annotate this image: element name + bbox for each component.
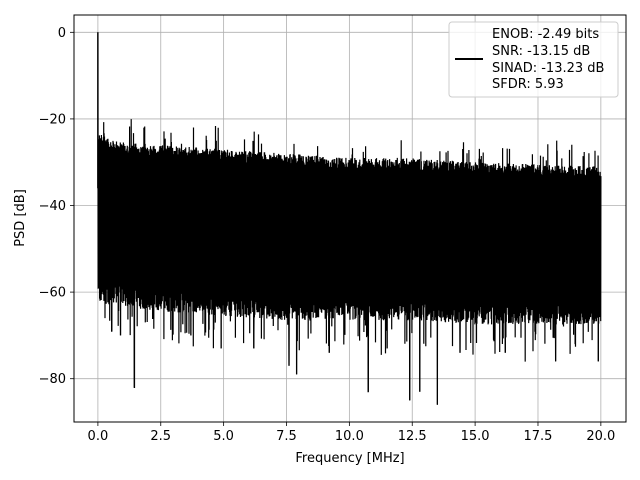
y-tick-label: −40 — [39, 199, 66, 214]
psd-trace — [97, 32, 602, 405]
x-tick-label: 2.5 — [150, 429, 171, 444]
axis-ticks: 0.0 2.5 5.0 7.5 10.0 12.5 15.0 17.5 20.0 0 −20 −40 −… — [39, 26, 616, 444]
y-tick-label: −20 — [39, 112, 66, 127]
x-tick-label: 10.0 — [335, 429, 364, 444]
x-tick-label: 7.5 — [276, 429, 297, 444]
x-tick-label: 5.0 — [213, 429, 234, 444]
y-tick-label: −80 — [39, 372, 66, 387]
y-tick-label: −60 — [39, 286, 66, 301]
legend-entry: SNR: -13.15 dB — [492, 44, 590, 59]
legend-entry: ENOB: -2.49 bits — [492, 27, 599, 42]
legend-entry: SFDR: 5.93 — [492, 77, 564, 92]
x-axis-label: Frequency [MHz] — [295, 451, 404, 466]
plot-frame — [73, 14, 627, 423]
legend-box — [448, 21, 619, 98]
x-tick-label: 0.0 — [88, 429, 109, 444]
x-tick-label: 17.5 — [524, 429, 553, 444]
x-tick-label: 20.0 — [586, 429, 615, 444]
y-axis-label: PSD [dB] — [13, 189, 28, 247]
x-tick-label: 15.0 — [461, 429, 490, 444]
y-tick-label: 0 — [58, 26, 66, 41]
x-tick-label: 12.5 — [398, 429, 427, 444]
psd-series — [97, 32, 602, 405]
legend-entry: SINAD: -13.23 dB — [492, 61, 604, 76]
legend: ENOB: -2.49 bits SNR: -13.15 dB SINAD: -… — [448, 21, 619, 98]
